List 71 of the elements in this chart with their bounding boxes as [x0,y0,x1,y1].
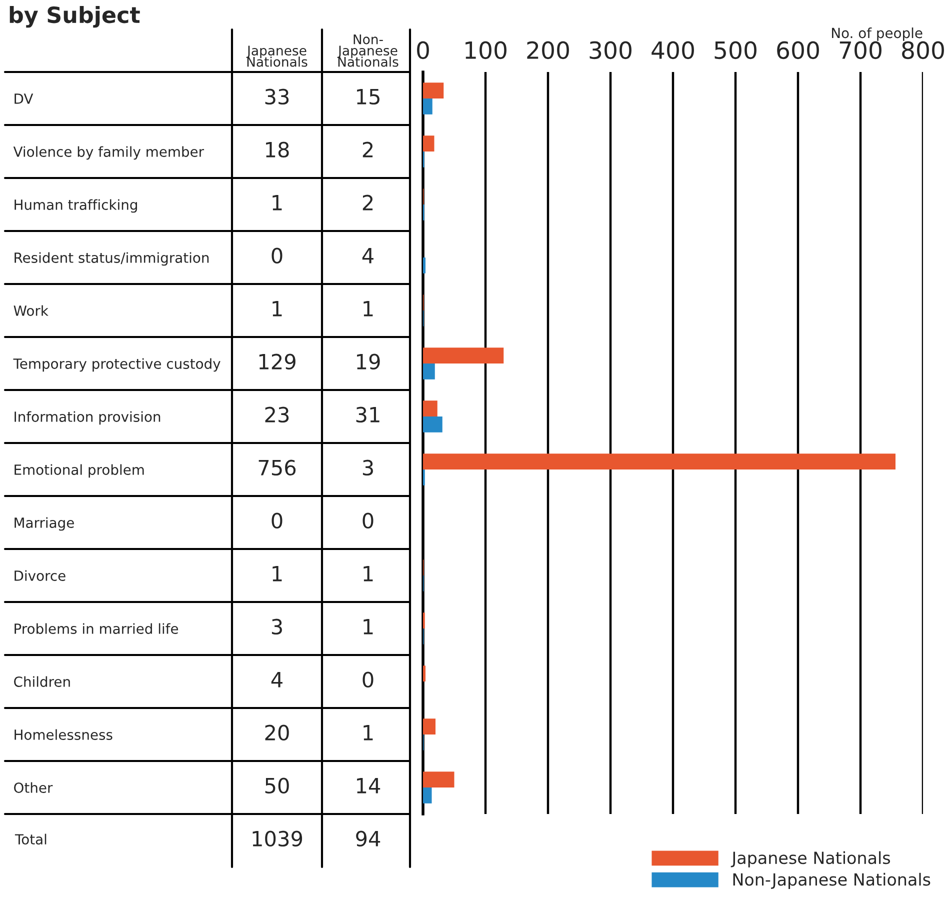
bar [423,454,896,470]
x2-tick-label: 800 [902,41,944,60]
y-tick-label: Resident status/immigration [14,252,209,266]
data-label: 0 [362,512,374,529]
y-tick-label: Human trafficking [14,199,137,213]
data-label: 18 [266,142,289,158]
y-tick-label: Emotional problem [14,464,144,478]
bar [423,416,442,432]
text: Non-Japanese Nationals [337,34,398,67]
bar [423,400,438,416]
bar [423,136,434,152]
x2-tick-label: 200 [527,41,569,60]
y-tick-label: Violence by family member [13,146,204,160]
bar [423,718,436,734]
text: 94 [356,830,380,847]
bar [423,98,432,114]
data-label: 1 [364,566,373,582]
data-label: 0 [272,512,282,529]
y-tick-label: Problems in married life [14,623,178,634]
data-label: 33 [265,88,289,105]
y-tick-label: Marriage [14,517,74,531]
data-label: 23 [265,406,289,423]
x2-tick-label: 100 [466,41,506,60]
y-tick-label: Divorce [14,570,66,581]
data-label: 20 [265,724,289,741]
data-label: 0 [362,672,374,688]
x2-axis-title: No. of people [832,27,922,41]
data-label: 1 [272,195,282,210]
data-label: 129 [259,354,296,370]
y-tick-label: Work [14,305,48,316]
y-tick-label: Homelessness [14,729,112,740]
text: 1039 [252,830,302,847]
bar [423,348,504,364]
y-tick-label: DV [14,94,34,104]
data-label: 4 [271,672,282,688]
data-label: 1 [364,619,373,634]
x2-tick-label: 700 [840,41,882,60]
data-label: 2 [362,194,373,210]
data-label: 3 [272,618,282,635]
data-label: 1 [364,725,373,740]
data-label: 1 [272,301,282,316]
text: Japanese Nationals [246,46,308,67]
data-label: 756 [258,460,296,476]
legend-label: Non-Japanese Nationals [733,872,930,889]
x2-tick-label: 300 [590,41,632,60]
bar [423,364,435,380]
data-label: 1 [364,301,373,316]
x2-tick-label: 500 [714,41,756,60]
data-label: 4 [362,248,374,264]
data-label: 2 [362,142,373,158]
data-label: 31 [356,406,380,423]
bar [423,788,432,804]
y-tick-label: Information provision [14,411,160,425]
data-label: 0 [272,248,282,264]
data-label: 19 [357,354,380,370]
data-label: 14 [357,778,380,794]
data-label: 3 [362,460,373,476]
bar [423,772,454,788]
x2-tick-label: 600 [777,41,819,60]
data-label: 15 [357,89,380,105]
y-tick-label: Temporary protective custody [13,358,220,372]
x2-tick-label: 400 [652,41,694,60]
data-label: 1 [272,566,282,582]
bar [423,82,444,98]
data-label: 50 [265,778,289,794]
legend-label: Japanese Nationals [730,851,890,868]
text: Total [14,834,46,845]
text: by Subject [10,6,140,28]
y-tick-label: Other [14,782,53,793]
y-tick-label: Children [14,676,70,687]
x2-tick-label: 0 [417,41,429,60]
